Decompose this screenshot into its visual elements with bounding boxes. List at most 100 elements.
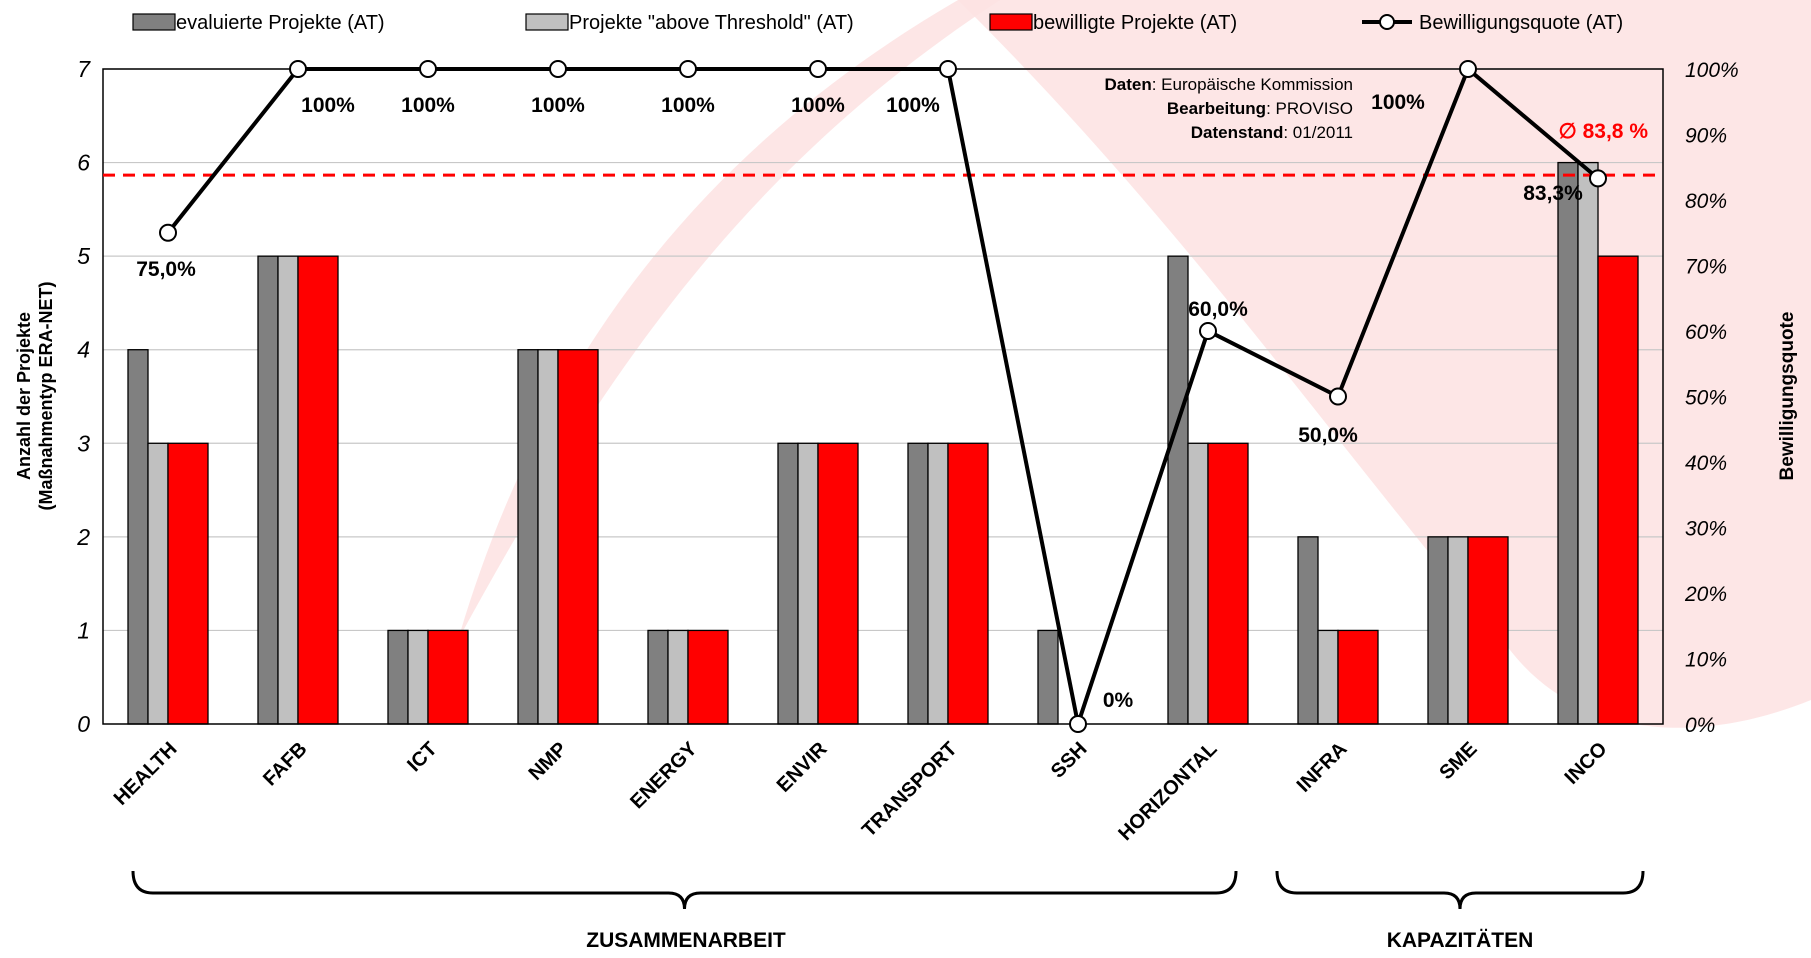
x-tick-label-health: HEALTH xyxy=(110,738,182,810)
y-left-tick-label: 6 xyxy=(77,150,90,176)
rate-label-horizontal: 60,0% xyxy=(1188,298,1248,321)
bar-horizontal-s1 xyxy=(1167,255,1189,725)
bar-envir-s3 xyxy=(817,442,859,725)
x-tick-label-nmp: NMP xyxy=(525,738,572,785)
bar-horizontal-s3 xyxy=(1207,442,1249,725)
y-right-tick-label: 10% xyxy=(1685,649,1727,672)
x-tick-label-sme: SME xyxy=(1435,738,1481,784)
bar-fafb-s1 xyxy=(257,255,279,725)
rate-label-inco: 83,3% xyxy=(1523,182,1583,205)
legend-label-1: evaluierte Projekte (AT) xyxy=(176,12,385,34)
bar-nmp-s1 xyxy=(517,349,539,725)
y-left-tick-label: 4 xyxy=(77,337,90,363)
category-groups: ZUSAMMENARBEIT KAPAZITÄTEN xyxy=(131,870,1645,952)
y-right-tick-label: 30% xyxy=(1685,518,1727,541)
rate-line-group xyxy=(159,60,1607,733)
x-tick-label-infra: INFRA xyxy=(1293,738,1352,797)
y-left-tick-label: 5 xyxy=(77,243,90,269)
legend-swatch-1 xyxy=(132,13,176,31)
bars xyxy=(127,161,1639,725)
bar-ict-s1 xyxy=(387,629,409,725)
legend: evaluierte Projekte (AT) Projekte "above … xyxy=(132,12,1623,34)
y-right-tick-label: 0% xyxy=(1685,714,1715,737)
bar-inco-s3 xyxy=(1597,255,1639,725)
y-right-tick-label: 20% xyxy=(1684,583,1727,606)
source-note-line-3: Datenstand: 01/2011 xyxy=(1191,123,1353,142)
bar-horizontal-s2 xyxy=(1187,442,1209,725)
y-left-tick-label: 1 xyxy=(77,617,90,643)
bar-ict-s3 xyxy=(427,629,469,725)
x-tick-label-energy: ENERGY xyxy=(626,738,702,814)
average-line-group: ∅ 83,8 % xyxy=(103,120,1663,177)
bar-transport-s3 xyxy=(947,442,989,725)
rate-label-fafb: 100% xyxy=(301,94,355,117)
y-right-tick-label: 100% xyxy=(1685,59,1739,82)
bar-envir-s1 xyxy=(777,442,799,725)
rate-label-health: 75,0% xyxy=(136,258,196,281)
y-right-tick-label: 80% xyxy=(1685,190,1727,213)
bar-infra-s2 xyxy=(1317,629,1339,725)
bar-ssh-s1 xyxy=(1037,629,1059,725)
bar-health-s1 xyxy=(127,349,149,725)
y-right-tick-label: 40% xyxy=(1685,452,1727,475)
rate-label-infra: 50,0% xyxy=(1298,424,1358,447)
legend-swatch-3 xyxy=(989,13,1033,31)
legend-swatch-2 xyxy=(525,13,569,31)
x-tick-label-horizontal: HORIZONTAL xyxy=(1114,738,1221,845)
x-tick-label-ssh: SSH xyxy=(1047,738,1092,783)
bar-fafb-s3 xyxy=(297,255,339,725)
rate-point-horizontal xyxy=(1199,322,1217,340)
rate-label-transport: 100% xyxy=(886,94,940,117)
y-left-tick-label: 3 xyxy=(77,430,90,456)
rate-point-energy xyxy=(679,60,697,78)
x-tick-label-envir: ENVIR xyxy=(773,738,832,797)
bar-envir-s2 xyxy=(797,442,819,725)
bar-health-s3 xyxy=(167,442,209,725)
x-tick-label-transport: TRANSPORT xyxy=(858,738,962,842)
rate-label-nmp: 100% xyxy=(531,94,585,117)
y-left-tick-label: 2 xyxy=(76,524,90,550)
y-right-tick-label: 60% xyxy=(1685,321,1727,344)
y-right-tick-label: 50% xyxy=(1685,387,1727,410)
rate-point-fafb xyxy=(289,60,307,78)
rate-point-nmp xyxy=(549,60,567,78)
x-tick-label-fafb: FAFB xyxy=(259,738,311,790)
bar-ict-s2 xyxy=(407,629,429,725)
bar-energy-s1 xyxy=(647,629,669,725)
bar-infra-s3 xyxy=(1337,629,1379,725)
rate-label-envir: 100% xyxy=(791,94,845,117)
source-note-line-2: Bearbeitung: PROVISO xyxy=(1167,99,1353,118)
legend-line-marker xyxy=(1379,14,1395,30)
bar-inco-s2 xyxy=(1577,161,1599,725)
legend-label-3: bewilligte Projekte (AT) xyxy=(1033,12,1237,34)
bar-sme-s3 xyxy=(1467,536,1509,725)
bar-fafb-s2 xyxy=(277,255,299,725)
group-label-kapazitaeten: KAPAZITÄTEN xyxy=(1387,929,1534,952)
gridlines xyxy=(103,68,1663,632)
rate-label-sme: 100% xyxy=(1371,91,1425,114)
rate-labels: 75,0% 100% 100% 100% 100% 100% 100% 0% 60,0% 50,0… xyxy=(136,91,1583,712)
legend-label-4: Bewilligungsquote (AT) xyxy=(1419,12,1623,34)
group-brace-zusammenarbeit xyxy=(131,870,1238,910)
rate-line xyxy=(166,65,1600,732)
bar-transport-s2 xyxy=(927,442,949,725)
rate-label-ssh: 0% xyxy=(1103,689,1134,712)
bar-transport-s1 xyxy=(907,442,929,725)
bar-nmp-s3 xyxy=(557,349,599,725)
bar-sme-s2 xyxy=(1447,536,1469,725)
rate-point-health xyxy=(159,223,177,242)
rate-point-ssh xyxy=(1069,715,1087,733)
rate-point-envir xyxy=(809,60,827,78)
y-right-tick-label: 90% xyxy=(1685,125,1727,148)
source-note: Daten: Europäische Kommission Bearbeitun… xyxy=(1105,75,1354,142)
rate-point-infra xyxy=(1329,387,1347,406)
y-left-axis-label-line-2: (Maßnahmentyp ERA-NET) xyxy=(36,281,56,510)
rate-label-energy: 100% xyxy=(661,94,715,117)
average-label: ∅ 83,8 % xyxy=(1558,120,1648,143)
rate-point-inco xyxy=(1589,169,1607,188)
x-tick-label-ict: ICT xyxy=(403,738,441,776)
rate-point-ict xyxy=(419,60,437,78)
rate-label-ict: 100% xyxy=(401,94,455,117)
bar-energy-s3 xyxy=(687,629,729,725)
